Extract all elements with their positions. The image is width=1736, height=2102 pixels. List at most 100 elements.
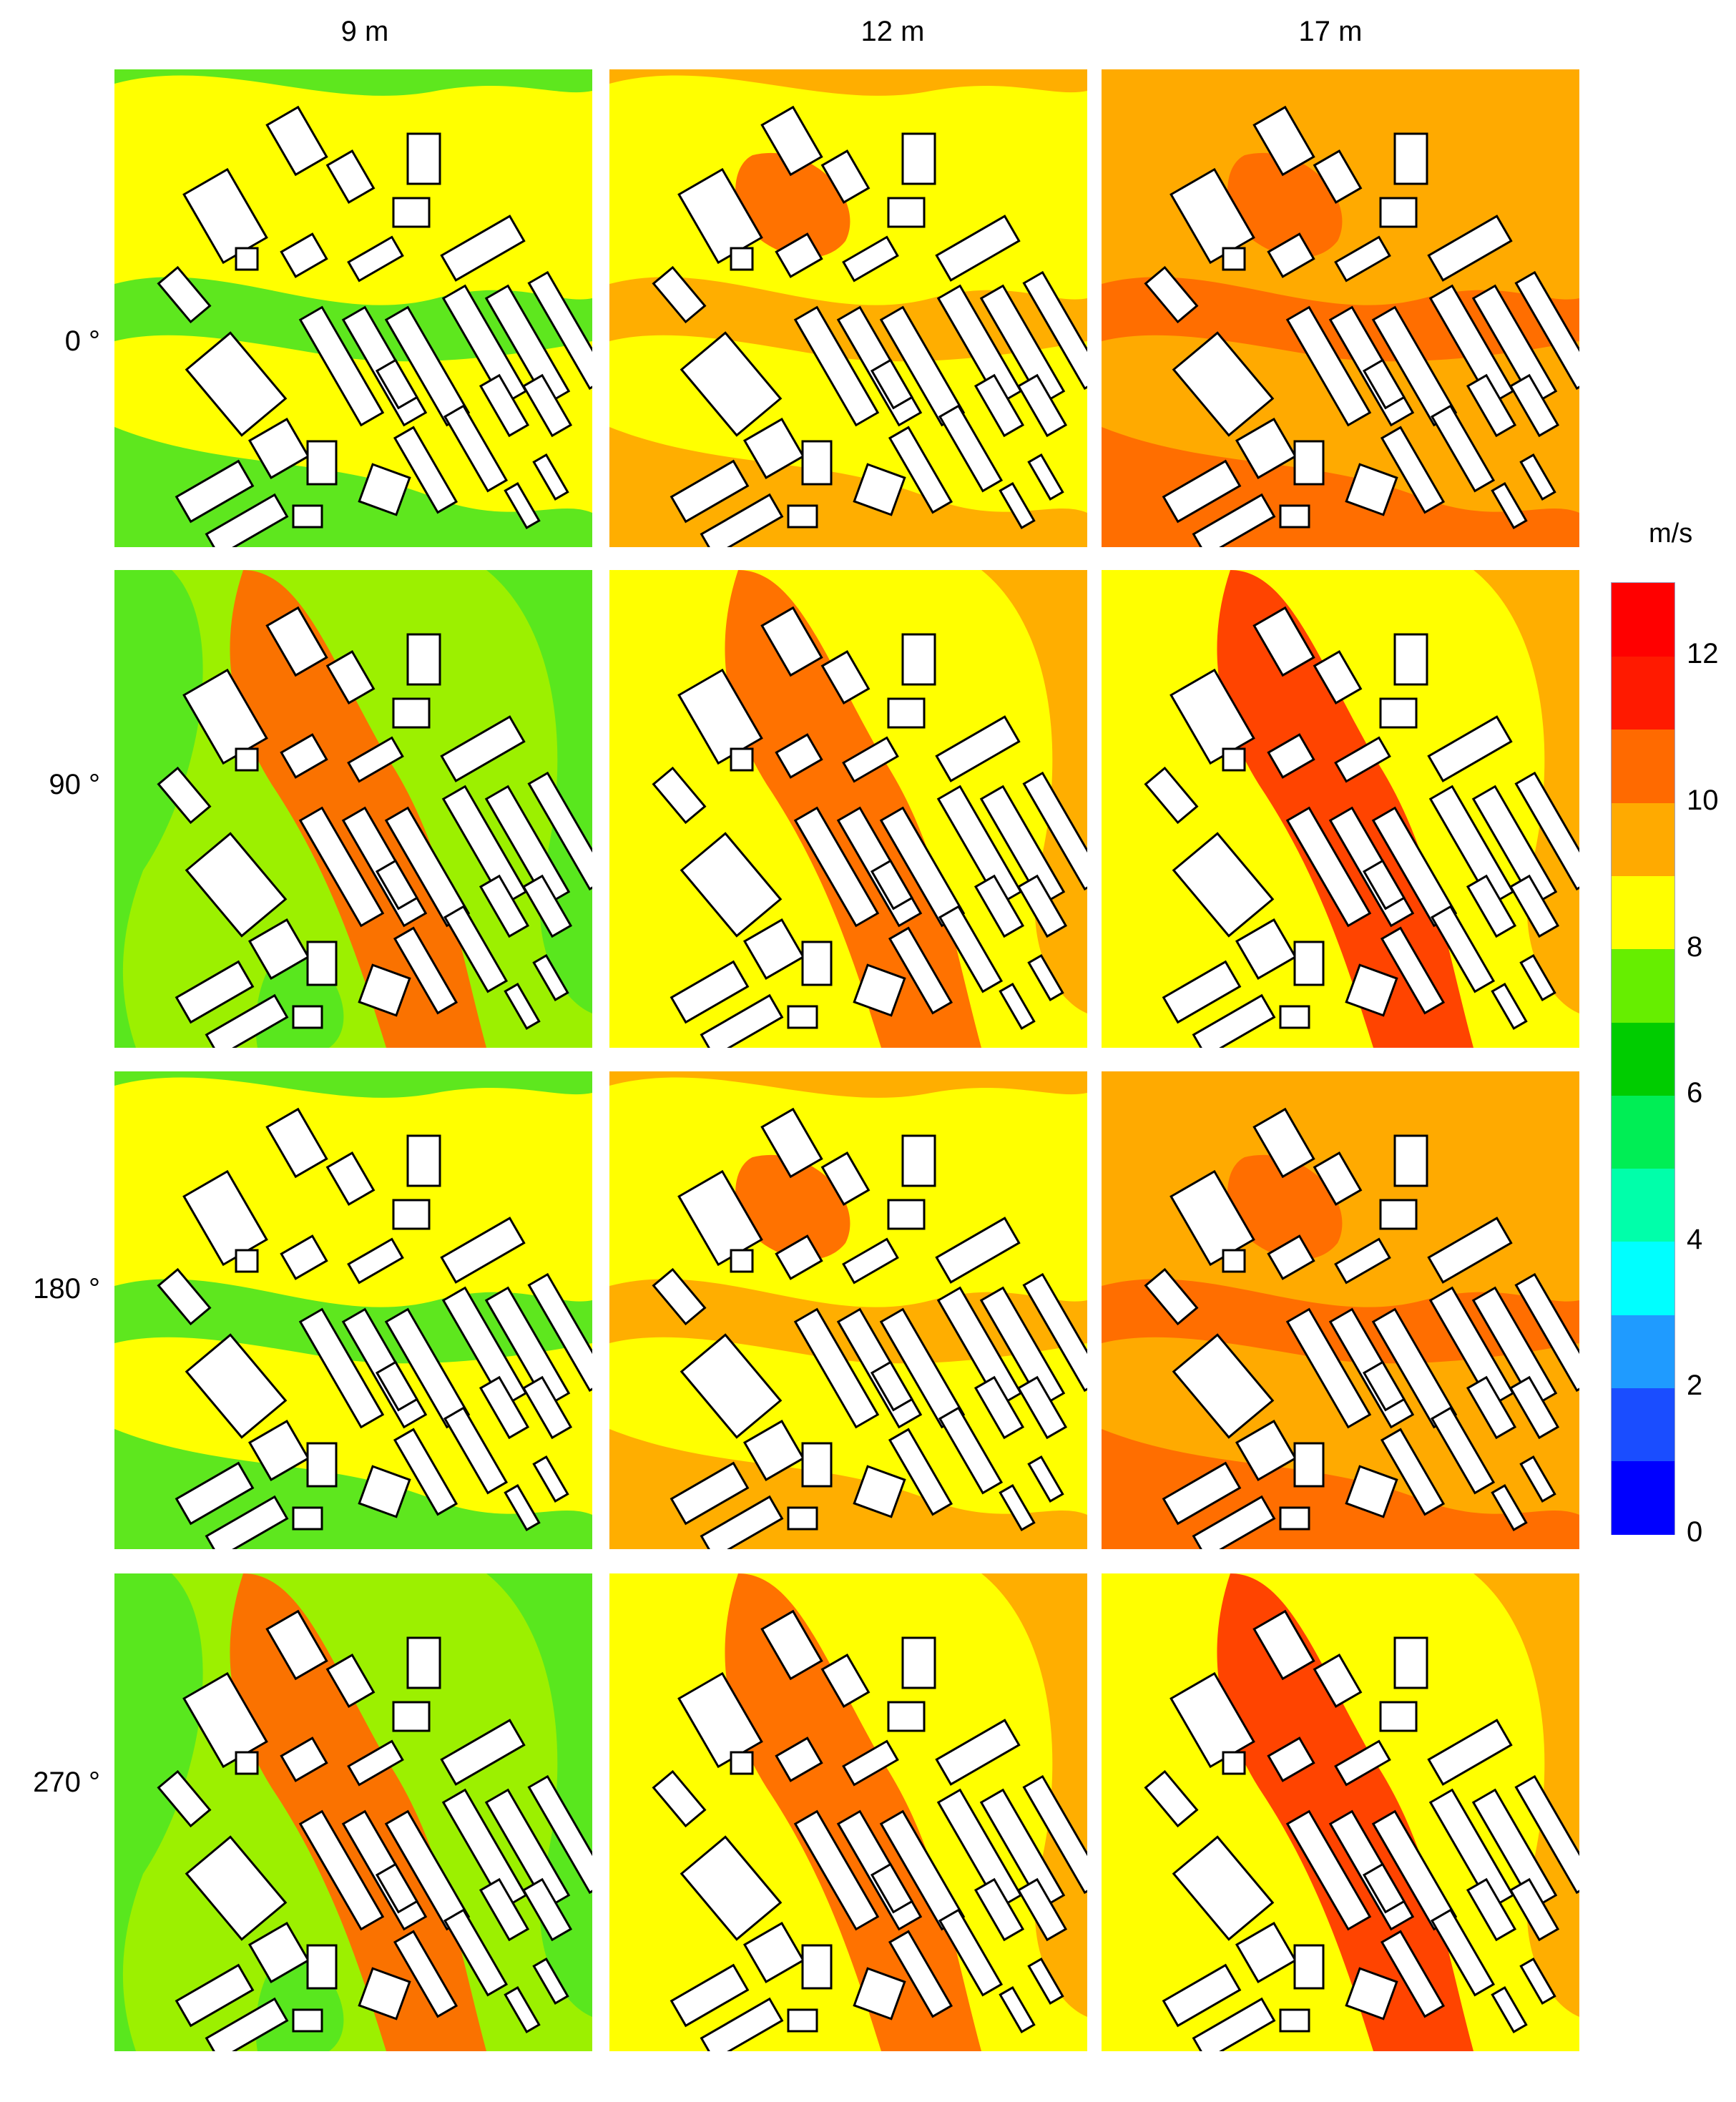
building-footprint [1192, 1997, 1276, 2051]
building-footprint [775, 232, 823, 278]
building-footprint [680, 832, 783, 938]
building-footprint [306, 440, 338, 486]
building-footprint [700, 1495, 784, 1549]
building-footprint [247, 417, 310, 480]
building-footprint [325, 1653, 376, 1709]
building-footprint [742, 1921, 805, 1984]
building-footprint [680, 1835, 783, 1941]
building-footprint [527, 1774, 592, 1895]
building-footprint [1428, 284, 1515, 406]
building-footprint [1345, 1465, 1398, 1518]
building-footprint [1471, 284, 1558, 406]
building-footprint [979, 284, 1066, 406]
wind-panel-2-1 [609, 1071, 1087, 1549]
legend-color-step [1612, 1168, 1674, 1242]
building-footprint [1162, 1963, 1242, 2028]
building-footprint [999, 982, 1036, 1031]
building-footprint [700, 493, 784, 547]
building-footprint [730, 747, 754, 772]
legend-color-step [1612, 729, 1674, 803]
building-footprint [347, 235, 404, 283]
building-footprint [521, 874, 573, 938]
building-footprint [1380, 426, 1446, 514]
building-footprints [1144, 606, 1579, 1048]
building-footprint [1428, 785, 1515, 906]
contour-region [486, 1573, 592, 2017]
building-footprint [247, 1921, 310, 1984]
building-footprint [504, 1483, 541, 1532]
building-footprint [1393, 1636, 1428, 1689]
building-footprint [1279, 504, 1310, 529]
legend-tick-label: 8 [1687, 930, 1703, 963]
legend-tick-label: 2 [1687, 1370, 1703, 1402]
building-footprint [730, 1249, 754, 1273]
building-footprints [157, 1107, 592, 1549]
building-footprint [1519, 1455, 1556, 1503]
building-footprint [842, 736, 899, 783]
building-footprint [652, 1769, 707, 1828]
building-footprint [1509, 1375, 1560, 1440]
building-footprint [775, 1737, 823, 1782]
building-footprint [235, 247, 259, 271]
contour-region [1227, 1154, 1343, 1259]
building-footprint [1471, 785, 1558, 906]
building-footprint [842, 1237, 899, 1285]
contour-region [981, 1573, 1087, 2017]
contour-region [1227, 152, 1343, 257]
building-footprint [1016, 373, 1068, 438]
legend-color-step [1612, 583, 1674, 657]
building-footprint [901, 1636, 936, 1689]
wind-panel-3-0 [114, 1573, 592, 2051]
building-footprint [157, 766, 212, 825]
column-label-9m: 9 m [340, 16, 389, 47]
contour-region [240, 152, 355, 257]
building-footprint [532, 453, 569, 501]
building-footprint [1293, 440, 1325, 486]
building-footprint [443, 404, 509, 493]
building-footprint [1267, 1737, 1315, 1782]
building-footprint [185, 331, 288, 437]
legend-color-step [1612, 1388, 1674, 1462]
building-footprint [760, 1609, 823, 1681]
building-footprints [1144, 1609, 1579, 2051]
building-footprint [1345, 963, 1398, 1017]
building-footprint [1285, 305, 1372, 427]
building-footprint [441, 1788, 528, 1910]
building-footprint [1285, 806, 1372, 928]
wind-contour-map [609, 1573, 1087, 2051]
building-footprint [298, 806, 385, 928]
building-footprint [443, 1908, 509, 1997]
row-label-90deg: 90 ° [49, 769, 100, 800]
building-footprint [730, 1751, 754, 1775]
building-footprint [306, 1442, 338, 1488]
building-footprint [265, 1609, 328, 1681]
building-footprint [1144, 766, 1199, 825]
building-footprint [1222, 1751, 1246, 1775]
building-footprint [870, 859, 914, 910]
row-label-270deg: 270 ° [33, 1767, 100, 1798]
building-footprint [1172, 1333, 1275, 1439]
legend-tick-label: 6 [1687, 1077, 1703, 1109]
building-footprint [1252, 1609, 1315, 1681]
wind-contour-map [114, 1573, 592, 2051]
building-footprint [979, 785, 1066, 906]
building-footprint [670, 459, 750, 524]
building-footprint [887, 1199, 926, 1230]
building-footprint [787, 504, 818, 529]
building-footprint [1027, 453, 1064, 501]
building-footprint [1471, 1788, 1558, 1910]
building-footprint [1016, 1375, 1068, 1440]
building-footprint [406, 1134, 441, 1187]
contour-region [735, 152, 850, 257]
building-footprint [441, 785, 528, 906]
legend-color-step [1612, 948, 1674, 1023]
building-footprint [1514, 1272, 1579, 1393]
building-footprint [292, 2008, 323, 2033]
building-footprint [1144, 265, 1199, 324]
building-footprint [532, 1957, 569, 2005]
legend-color-step [1612, 875, 1674, 950]
building-footprint [185, 1333, 288, 1439]
building-footprint [175, 1461, 255, 1526]
contour-region [1473, 1573, 1579, 2017]
building-footprint [842, 235, 899, 283]
